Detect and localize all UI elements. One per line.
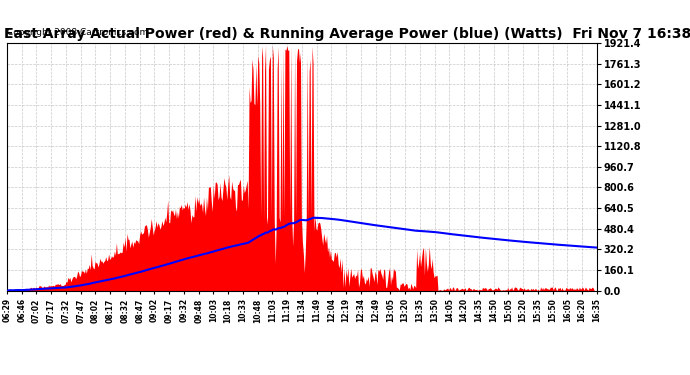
Text: Copyright 2008 Cartronics.com: Copyright 2008 Cartronics.com bbox=[7, 28, 148, 37]
Text: East Array Actual Power (red) & Running Average Power (blue) (Watts)  Fri Nov 7 : East Array Actual Power (red) & Running … bbox=[4, 27, 690, 40]
